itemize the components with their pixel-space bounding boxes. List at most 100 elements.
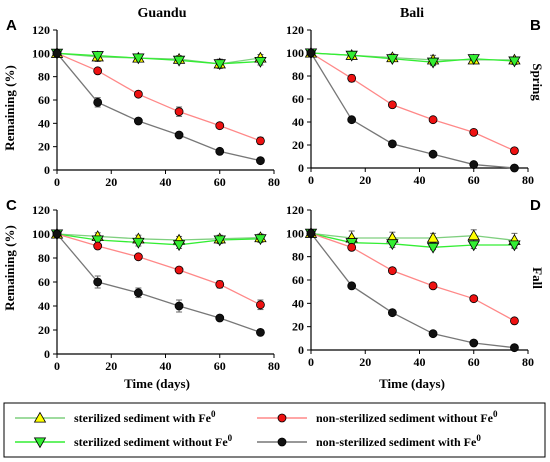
y-tick-label: 80 (292, 69, 304, 83)
plot-area: 0 20 40 60 80 100 120 0 20 40 60 80 (286, 203, 534, 369)
data-point (386, 54, 399, 66)
panel-title: Guandu (137, 6, 186, 21)
y-axis-label: Remaining (%) (2, 65, 17, 151)
panel-title: Bali (400, 6, 424, 21)
data-point (256, 327, 265, 337)
data-point (467, 229, 480, 241)
x-tick-label: 20 (105, 175, 117, 189)
legend-item: non-sterilized sediment without Fe0 (257, 409, 498, 425)
series-line (310, 52, 515, 63)
x-tick-label: 80 (522, 173, 534, 187)
data-point (174, 265, 184, 275)
data-point (508, 56, 521, 68)
y-tick-label: 0 (44, 163, 50, 177)
data-point (93, 277, 103, 287)
season-label: Fall (530, 267, 545, 289)
x-tick-label: 0 (308, 355, 314, 369)
data-point (347, 242, 357, 252)
data-point (91, 51, 104, 62)
x-tick-label: 20 (105, 359, 117, 373)
data-point (52, 229, 62, 239)
data-point (387, 100, 397, 110)
panel-letter: A (6, 17, 17, 34)
data-point (469, 338, 479, 348)
data-point (306, 228, 316, 238)
data-point (256, 156, 265, 166)
panel-letter: C (6, 197, 17, 214)
y-tick-label: 20 (38, 323, 50, 337)
legend-item: sterilized sediment with Fe0 (15, 409, 216, 425)
series-line (310, 52, 515, 169)
x-axis-label: Time (days) (124, 376, 190, 391)
legend-marker (257, 413, 307, 423)
y-tick-label: 100 (32, 227, 50, 241)
y-tick-label: 60 (38, 93, 50, 107)
data-point (133, 116, 143, 126)
data-point (469, 160, 479, 169)
series-line (310, 232, 515, 241)
data-point (93, 66, 103, 76)
legend-item: non-sterilized sediment with Fe0 (257, 433, 481, 449)
x-tick-label: 60 (214, 359, 226, 373)
legend-symbol (277, 413, 287, 423)
y-tick-label: 40 (38, 116, 50, 130)
legend-item: sterilized sediment without Fe0 (15, 433, 233, 449)
data-point (174, 130, 184, 140)
y-tick-label: 100 (286, 226, 304, 240)
series-line (310, 52, 515, 152)
x-tick-label: 0 (54, 359, 60, 373)
y-axis-label: Remaining (%) (2, 225, 17, 311)
x-tick-label: 40 (160, 359, 172, 373)
panel-a: A Guandu Remaining (%) 0 20 40 60 80 100 120 0 2… (2, 6, 280, 189)
y-tick-label: 100 (32, 46, 50, 60)
legend-marker (15, 411, 65, 423)
data-point (510, 343, 519, 353)
data-point (428, 281, 438, 291)
data-point (215, 279, 225, 289)
x-tick-label: 0 (308, 173, 314, 187)
data-point (132, 237, 145, 249)
panel-letter: B (530, 17, 541, 34)
data-point (91, 235, 104, 247)
y-tick-label: 0 (44, 347, 50, 361)
data-point (510, 316, 519, 326)
data-point (467, 54, 480, 66)
data-point (347, 115, 357, 125)
x-tick-label: 20 (359, 355, 371, 369)
season-label: Spring (530, 63, 545, 101)
y-tick-label: 80 (38, 251, 50, 265)
plot-area: 0 20 40 60 80 100 120 0 20 40 60 80 (32, 23, 280, 189)
plot-area: 0 20 40 60 80 100 120 0 20 40 60 80 (32, 203, 280, 373)
x-tick-label: 80 (268, 359, 280, 373)
data-point (345, 50, 358, 62)
y-tick-label: 20 (292, 138, 304, 152)
series-line (56, 52, 261, 142)
legend-symbol (33, 411, 47, 423)
data-point (93, 241, 103, 251)
plot-area: 0 20 40 60 80 100 120 0 20 40 60 80 (286, 23, 534, 187)
series-line (310, 232, 515, 322)
x-axis-label: Time (days) (379, 376, 445, 391)
data-point (133, 288, 143, 298)
x-tick-label: 60 (214, 175, 226, 189)
legend-box (3, 402, 546, 458)
legend-marker (257, 437, 307, 447)
data-point (254, 234, 267, 246)
data-point (467, 240, 480, 252)
x-tick-label: 40 (414, 355, 426, 369)
y-tick-label: 60 (292, 273, 304, 287)
legend-label: sterilized sediment with Fe0 (74, 409, 216, 425)
y-tick-label: 0 (298, 161, 304, 175)
x-tick-label: 0 (54, 175, 60, 189)
y-tick-label: 120 (286, 203, 304, 217)
y-tick-label: 80 (292, 250, 304, 264)
y-tick-label: 100 (286, 46, 304, 60)
data-point (387, 266, 397, 276)
panel-b: B Bali Spring 0 20 40 60 80 100 120 0 20 40 60 80 (286, 6, 545, 187)
y-tick-label: 120 (32, 23, 50, 37)
data-point (133, 252, 143, 262)
data-point (256, 300, 265, 310)
data-point (215, 146, 225, 156)
y-tick-label: 60 (292, 92, 304, 106)
data-point (469, 294, 479, 304)
